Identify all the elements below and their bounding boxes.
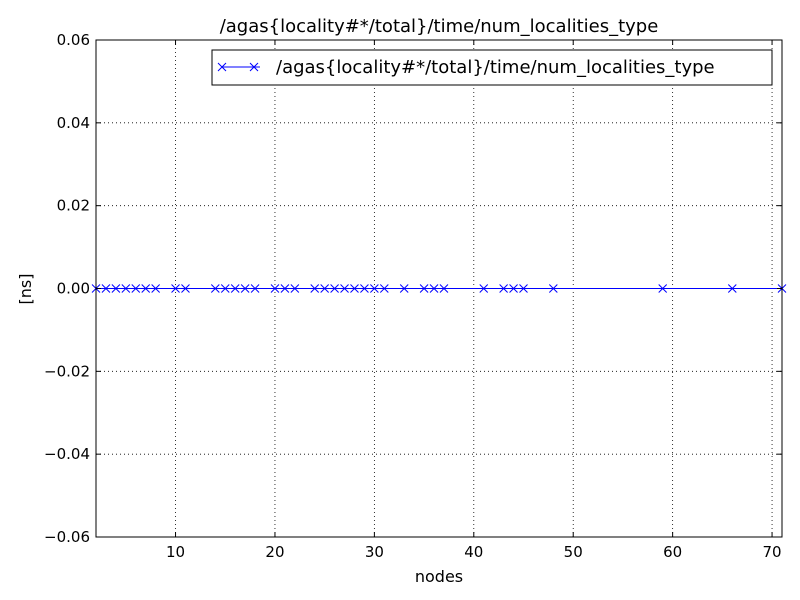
y-tick-label: 0.00	[57, 280, 90, 298]
y-tick-label: −0.06	[44, 528, 90, 546]
legend-series-label: /agas{locality#*/total}/time/num_localit…	[276, 57, 715, 78]
data-point-marker	[230, 284, 240, 293]
y-axis-label: [ns]	[16, 274, 35, 305]
data-point-marker	[658, 284, 668, 293]
data-point-marker	[548, 284, 558, 293]
y-tick-label: −0.02	[44, 362, 90, 380]
data-point-marker	[509, 284, 518, 293]
data-point-marker	[151, 284, 161, 293]
series-layer	[91, 284, 787, 293]
x-tick-label: 30	[365, 543, 384, 561]
data-point-marker	[240, 284, 250, 293]
legend-marker-left	[217, 62, 227, 72]
data-point-marker	[220, 284, 230, 293]
y-tick-label: 0.02	[57, 197, 90, 215]
legend: /agas{locality#*/total}/time/num_localit…	[211, 49, 773, 86]
x-tick-label: 40	[464, 543, 483, 561]
data-point-marker	[310, 284, 320, 293]
legend-marker-right	[249, 62, 259, 72]
data-point-marker	[290, 284, 300, 293]
data-point-marker	[111, 284, 121, 293]
axis-ticks	[96, 39, 782, 538]
data-point-marker	[280, 284, 290, 293]
data-point-marker	[419, 284, 429, 293]
data-point-marker	[131, 284, 141, 293]
y-tick-label: 0.06	[57, 31, 90, 49]
data-point-marker	[320, 284, 330, 293]
data-point-marker	[171, 284, 180, 293]
x-tick-label: 50	[564, 543, 583, 561]
data-point-marker	[379, 284, 389, 293]
data-point-marker	[181, 284, 190, 293]
data-point-marker	[399, 284, 409, 293]
data-point-marker	[499, 284, 508, 293]
data-point-marker	[370, 284, 379, 293]
x-tick-label: 20	[265, 543, 284, 561]
chart-title: /agas{locality#*/total}/time/num_localit…	[220, 16, 659, 37]
x-tick-label: 10	[166, 543, 185, 561]
axis-tick-labels: 10 20 30 40 50 60 70 −0.06 −0.04 −0.02 0.00 0.02 0.0…	[44, 31, 782, 561]
data-point-marker	[340, 284, 349, 293]
data-point-marker	[519, 284, 528, 293]
data-point-marker	[101, 284, 111, 293]
data-point-marker	[360, 284, 369, 293]
data-point-marker	[350, 284, 359, 293]
data-point-marker	[429, 284, 439, 293]
x-tick-label: 70	[763, 543, 782, 561]
data-point-marker	[270, 284, 280, 293]
data-point-marker	[210, 284, 220, 293]
x-axis-label: nodes	[415, 567, 463, 586]
x-tick-label: 60	[663, 543, 682, 561]
data-point-marker	[250, 284, 260, 293]
data-point-marker	[727, 284, 737, 293]
data-point-marker	[479, 284, 489, 293]
data-point-marker	[439, 284, 449, 293]
y-tick-label: −0.04	[44, 445, 90, 463]
y-tick-label: 0.04	[57, 114, 90, 132]
legend-box	[211, 49, 773, 86]
data-point-marker	[141, 284, 151, 293]
data-point-marker	[330, 284, 339, 293]
data-point-marker	[121, 284, 131, 293]
